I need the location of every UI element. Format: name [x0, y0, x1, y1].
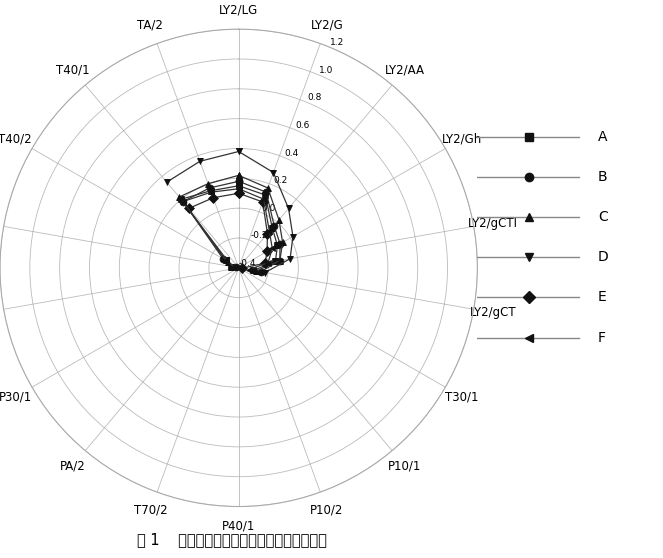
- Line: F: F: [180, 185, 276, 273]
- A: [207, 187, 215, 194]
- C: [235, 172, 243, 179]
- F: [235, 185, 243, 192]
- F: [245, 266, 253, 273]
- C: [275, 217, 283, 223]
- A: [235, 182, 243, 189]
- E: [261, 260, 269, 267]
- D: [286, 256, 294, 262]
- Line: D: D: [163, 148, 296, 276]
- A: [249, 267, 257, 274]
- E: [259, 199, 267, 205]
- A: [177, 196, 185, 203]
- E: [237, 265, 245, 272]
- C: [278, 239, 286, 246]
- Text: C: C: [598, 210, 608, 224]
- B: [232, 264, 240, 271]
- C: [264, 185, 272, 191]
- E: [263, 230, 271, 237]
- B: [235, 178, 243, 185]
- F: [260, 196, 268, 203]
- E: [235, 190, 243, 196]
- Line: A: A: [178, 182, 281, 274]
- F: [222, 257, 230, 264]
- D: [261, 269, 269, 276]
- C: [276, 257, 284, 264]
- F: [265, 228, 273, 234]
- E: [210, 194, 217, 201]
- C: [235, 172, 243, 179]
- B: [235, 178, 243, 185]
- F: [179, 198, 187, 205]
- E: [235, 190, 243, 196]
- Line: E: E: [186, 190, 271, 272]
- F: [264, 259, 272, 266]
- B: [276, 257, 284, 264]
- Text: D: D: [598, 250, 609, 264]
- D: [289, 233, 297, 240]
- Line: C: C: [176, 172, 286, 275]
- Text: E: E: [598, 290, 607, 305]
- Text: 图 1    不同品牌鱼香肉丝调料的电子鼻雷达图: 图 1 不同品牌鱼香肉丝调料的电子鼻雷达图: [137, 532, 327, 547]
- D: [196, 158, 204, 165]
- F: [207, 189, 215, 195]
- F: [269, 245, 276, 252]
- C: [175, 194, 183, 200]
- B: [179, 198, 187, 205]
- C: [204, 180, 212, 187]
- F: [235, 185, 243, 192]
- A: [227, 263, 235, 270]
- B: [263, 189, 271, 195]
- Line: B: B: [180, 178, 284, 275]
- A: [235, 182, 243, 189]
- Text: F: F: [598, 330, 606, 345]
- B: [206, 185, 213, 191]
- B: [219, 256, 227, 262]
- D: [235, 148, 243, 155]
- A: [269, 224, 276, 231]
- E: [185, 205, 193, 212]
- A: [222, 257, 230, 264]
- A: [271, 258, 279, 264]
- B: [276, 240, 284, 247]
- F: [230, 264, 238, 271]
- D: [269, 169, 277, 176]
- D: [235, 148, 243, 155]
- E: [263, 248, 271, 255]
- D: [284, 205, 292, 212]
- B: [257, 268, 265, 275]
- Text: A: A: [598, 129, 607, 144]
- C: [253, 268, 261, 275]
- A: [261, 191, 269, 198]
- B: [271, 222, 278, 229]
- D: [163, 179, 171, 185]
- Text: B: B: [598, 170, 608, 184]
- C: [224, 258, 232, 265]
- A: [273, 242, 281, 249]
